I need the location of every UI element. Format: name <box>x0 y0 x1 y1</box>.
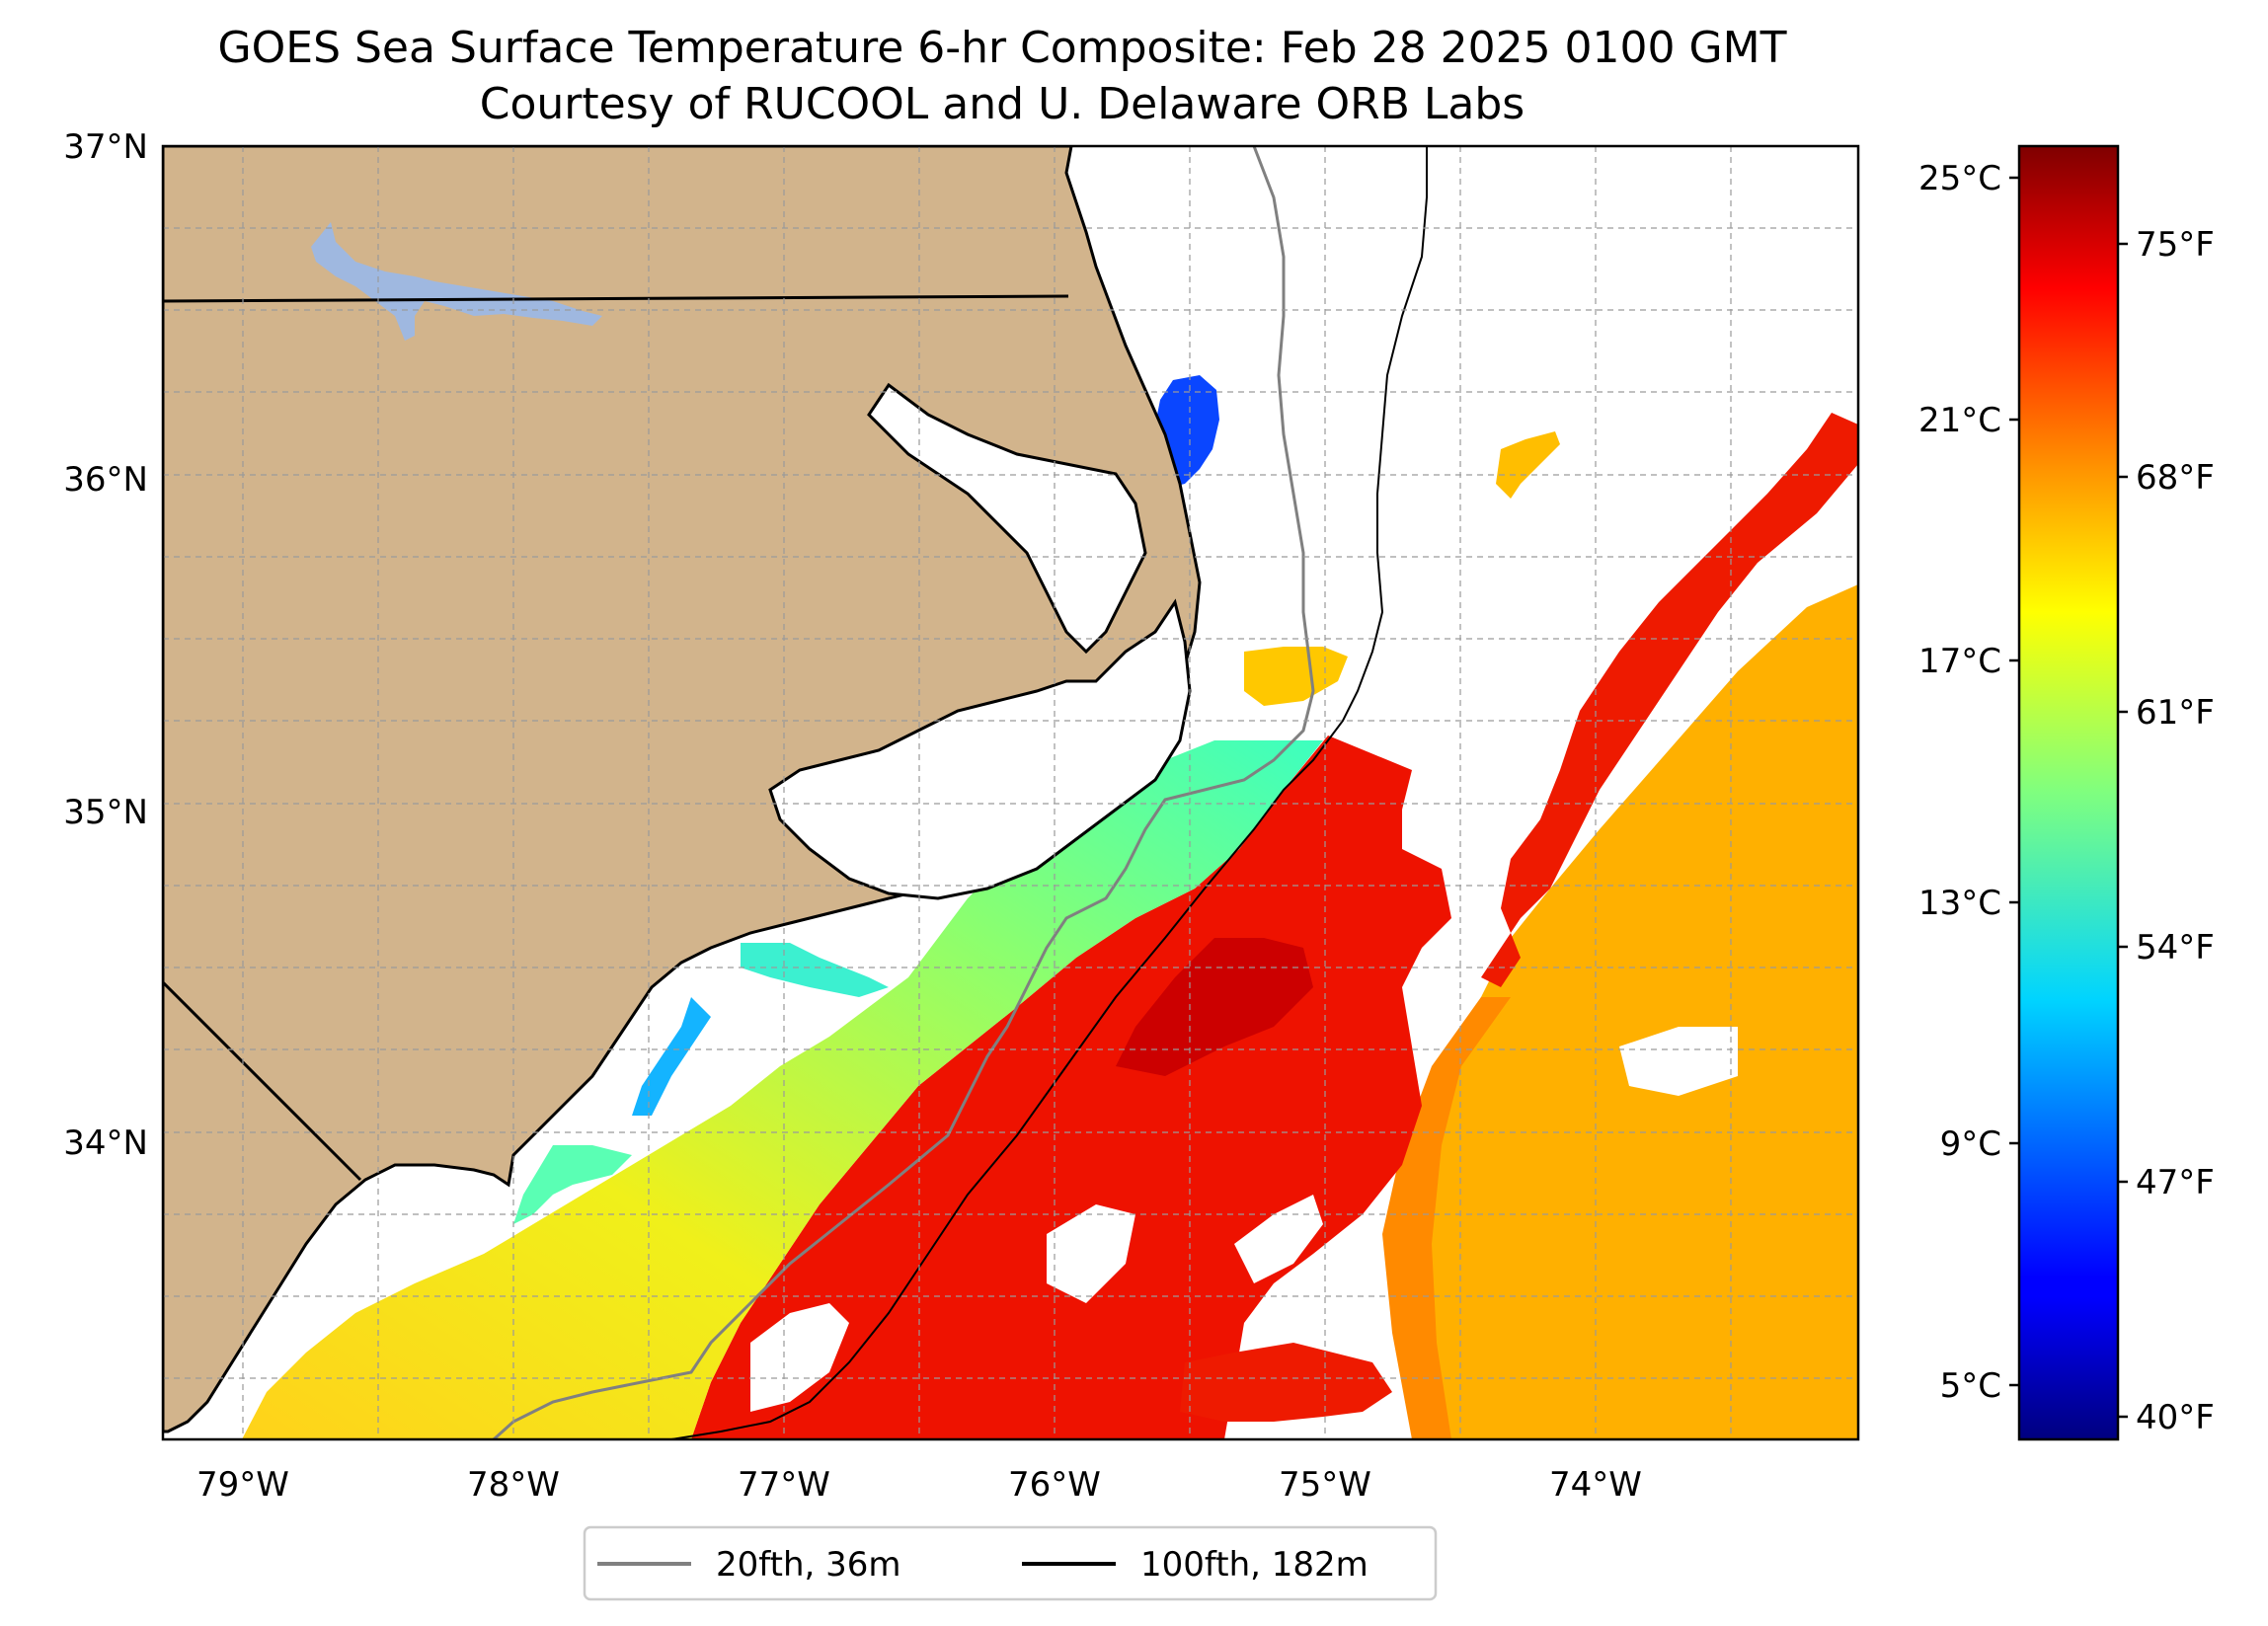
sst-yellow-patch-hatteras <box>1244 647 1348 706</box>
sst-cape-lookout-aqua <box>513 1145 632 1224</box>
celsius-label-5: 5°C <box>1940 1366 2001 1406</box>
lon-label-77: 77°W <box>738 1465 830 1505</box>
celsius-label-21: 21°C <box>1918 401 2001 440</box>
sst-shelf-gradient <box>242 740 1323 1439</box>
map-title-line1: GOES Sea Surface Temperature 6-hr Compos… <box>218 23 1787 73</box>
legend-label-182m: 100fth, 182m <box>1140 1545 1369 1585</box>
lat-label-36: 36°N <box>63 460 148 500</box>
map-frame <box>161 144 1860 1441</box>
cloud-gap-1 <box>1619 1027 1738 1096</box>
celsius-label-25: 25°C <box>1918 159 2001 198</box>
lon-label-75: 75°W <box>1279 1465 1371 1505</box>
lon-label-79: 79°W <box>196 1465 289 1505</box>
cloud-gap-4 <box>1047 1204 1135 1303</box>
lat-label-34: 34°N <box>63 1123 148 1163</box>
fahrenheit-label-68: 68°F <box>2136 458 2215 498</box>
isobath-182m <box>632 146 1428 1439</box>
lon-label-74: 74°W <box>1549 1465 1642 1505</box>
nc-sc-border <box>163 980 362 1182</box>
cloud-gap-3 <box>750 1303 849 1412</box>
celsius-label-17: 17°C <box>1918 642 2001 681</box>
map-title-line2: Courtesy of RUCOOL and U. Delaware ORB L… <box>480 79 1525 129</box>
map-panel <box>163 146 1858 1439</box>
fahrenheit-label-75: 75°F <box>2136 225 2215 265</box>
lat-label-37: 37°N <box>63 127 148 167</box>
isobath-legend: 20fth, 36m 100fth, 182m <box>583 1525 1438 1601</box>
fahrenheit-label-40: 40°F <box>2136 1398 2215 1437</box>
sst-gulf-stream-hot <box>1116 938 1313 1076</box>
sst-field <box>242 375 1858 1439</box>
pamlico-sound <box>768 598 1192 900</box>
legend-label-36m: 20fth, 36m <box>716 1545 901 1585</box>
cloud-gap-2 <box>1234 1195 1323 1283</box>
lake-kerr <box>311 222 602 341</box>
celsius-label-13: 13°C <box>1918 884 2001 923</box>
longitude-labels: 79°W 78°W 77°W 76°W 75°W 74°W <box>196 1465 1642 1505</box>
colorbar-gradient <box>2017 144 2120 1441</box>
lat-label-35: 35°N <box>63 793 148 832</box>
fahrenheit-label-61: 61°F <box>2136 693 2215 733</box>
albemarle-sound <box>867 382 1147 655</box>
sst-yellow-patch-north <box>1496 431 1560 499</box>
sst-nearshore-cyan <box>741 943 889 997</box>
sst-red-patch-south <box>1180 1343 1392 1422</box>
lon-label-78: 78°W <box>467 1465 560 1505</box>
map-gridlines <box>163 146 1858 1439</box>
celsius-label-9: 9°C <box>1940 1124 2001 1164</box>
latitude-labels: 37°N 36°N 35°N 34°N <box>63 127 148 1163</box>
sst-nearshore-blue <box>632 997 711 1116</box>
fahrenheit-label-54: 54°F <box>2136 928 2215 968</box>
lon-label-76: 76°W <box>1008 1465 1101 1505</box>
va-nc-border <box>163 294 1069 303</box>
fahrenheit-label-47: 47°F <box>2136 1163 2215 1202</box>
sst-warm-offshore-orange <box>1422 584 1858 1439</box>
sst-orange-band <box>1382 997 1511 1439</box>
isobath-36m <box>492 146 1315 1439</box>
colorbar: 25°C 21°C 17°C 13°C 9°C 5°C 75°F 68°F 61… <box>1918 144 2215 1441</box>
